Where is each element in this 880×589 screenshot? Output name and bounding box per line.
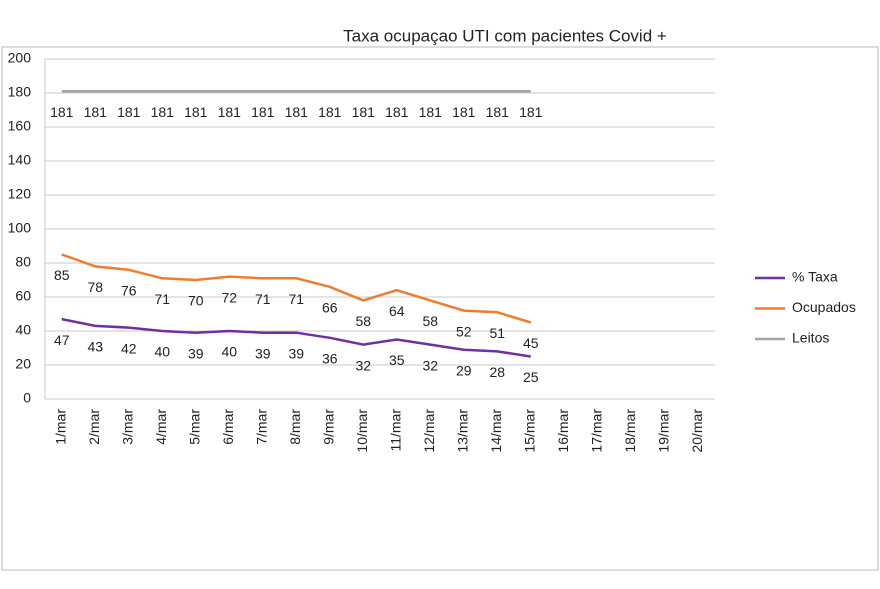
data-label: 47 — [54, 332, 70, 348]
y-tick-label: 140 — [8, 152, 32, 168]
y-tick-label: 0 — [23, 390, 31, 406]
y-tick-label: 200 — [8, 50, 32, 66]
data-label: 40 — [221, 344, 237, 360]
x-tick-label: 14/mar — [488, 409, 504, 453]
data-label: 39 — [288, 345, 304, 361]
series-line — [61, 253, 532, 324]
data-label: 181 — [385, 104, 409, 120]
data-label: 64 — [389, 303, 405, 319]
data-label: 181 — [251, 104, 275, 120]
data-label: 76 — [121, 283, 137, 299]
data-label: 52 — [456, 323, 472, 339]
data-label: 181 — [452, 104, 476, 120]
data-label: 39 — [255, 345, 271, 361]
x-tick-label: 6/mar — [220, 409, 236, 445]
y-tick-label: 60 — [15, 288, 31, 304]
x-tick-label: 20/mar — [689, 409, 705, 453]
data-label: 32 — [355, 357, 371, 373]
y-tick-label: 20 — [15, 356, 31, 372]
data-label: 70 — [188, 293, 204, 309]
data-label: 40 — [154, 344, 170, 360]
data-label: 181 — [151, 104, 175, 120]
data-label: 32 — [422, 357, 438, 373]
x-tick-label: 1/mar — [52, 409, 68, 445]
data-label: 71 — [154, 291, 170, 307]
x-tick-label: 17/mar — [588, 409, 604, 453]
data-label: 39 — [188, 345, 204, 361]
data-label: 51 — [489, 325, 505, 341]
legend-label: Ocupados — [792, 299, 856, 315]
data-label: 66 — [322, 300, 338, 316]
data-label: 36 — [322, 351, 338, 367]
x-tick-label: 9/mar — [320, 409, 336, 445]
x-tick-label: 19/mar — [655, 409, 671, 453]
y-tick-label: 180 — [8, 84, 32, 100]
data-label: 181 — [486, 104, 510, 120]
data-label: 181 — [352, 104, 376, 120]
x-tick-label: 2/mar — [86, 409, 102, 445]
x-tick-label: 15/mar — [521, 409, 537, 453]
data-label: 181 — [285, 104, 309, 120]
data-label: 58 — [355, 313, 371, 329]
y-tick-label: 40 — [15, 322, 31, 338]
data-label: 181 — [419, 104, 443, 120]
data-label: 78 — [87, 279, 103, 295]
y-tick-label: 80 — [15, 254, 31, 270]
data-label: 181 — [84, 104, 108, 120]
chart-frame — [1, 46, 879, 571]
data-label: 71 — [255, 291, 271, 307]
series-line — [61, 317, 531, 358]
x-tick-label: 13/mar — [454, 409, 470, 453]
data-label: 85 — [54, 267, 70, 283]
data-label: 181 — [519, 104, 543, 120]
data-label: 71 — [288, 291, 304, 307]
data-label: 181 — [184, 104, 208, 120]
data-label: 35 — [389, 352, 405, 368]
data-label: 43 — [87, 339, 103, 355]
x-tick-label: 3/mar — [119, 409, 135, 445]
legend-label: Leitos — [792, 330, 829, 346]
data-label: 181 — [318, 104, 342, 120]
y-tick-label: 160 — [8, 118, 32, 134]
data-label: 181 — [117, 104, 141, 120]
legend-label: % Taxa — [792, 269, 838, 285]
data-label: 181 — [50, 104, 74, 120]
chart-title: Taxa ocupaçao UTI com pacientes Covid + — [343, 26, 667, 45]
data-label: 45 — [523, 335, 539, 351]
x-tick-label: 8/mar — [287, 409, 303, 445]
x-tick-label: 12/mar — [421, 409, 437, 453]
x-tick-label: 5/mar — [186, 409, 202, 445]
x-tick-label: 7/mar — [253, 409, 269, 445]
x-tick-label: 10/mar — [354, 409, 370, 453]
data-label: 29 — [456, 362, 472, 378]
data-label: 181 — [218, 104, 242, 120]
data-label: 42 — [121, 340, 137, 356]
x-tick-label: 11/mar — [387, 409, 403, 452]
data-label: 28 — [489, 364, 505, 380]
x-tick-label: 16/mar — [555, 409, 571, 453]
y-tick-label: 120 — [8, 186, 32, 202]
data-label: 72 — [221, 289, 237, 305]
x-tick-label: 18/mar — [622, 409, 638, 453]
x-tick-label: 4/mar — [153, 409, 169, 445]
y-tick-label: 100 — [8, 220, 32, 236]
data-label: 58 — [422, 313, 438, 329]
data-label: 25 — [523, 369, 539, 385]
